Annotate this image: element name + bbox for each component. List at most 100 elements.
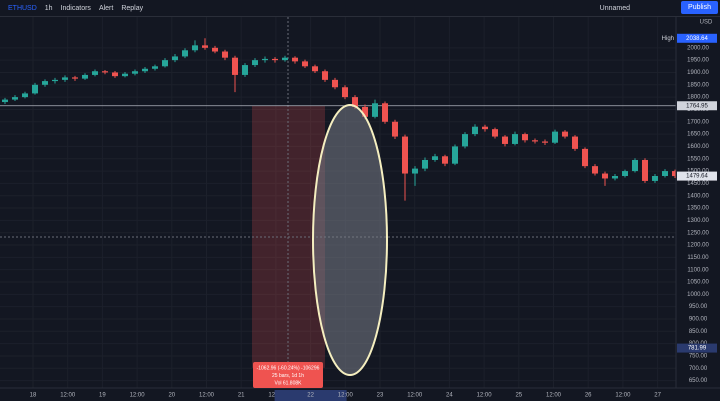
candle-body bbox=[622, 171, 628, 176]
candle-body bbox=[542, 141, 548, 143]
candle-body bbox=[32, 84, 38, 94]
candle-body bbox=[282, 57, 288, 61]
x-tick-label: 24 bbox=[446, 393, 453, 399]
y-tick-label: 1600.00 bbox=[687, 144, 709, 150]
currency: USD bbox=[700, 20, 713, 26]
candle-body bbox=[582, 148, 588, 167]
publish-button[interactable]: Publish bbox=[681, 1, 718, 14]
candle-body bbox=[132, 71, 138, 74]
chart: USD 650.00700.00750.00800.00850.00900.00… bbox=[0, 17, 720, 401]
y-tick-label: 2000.00 bbox=[687, 45, 709, 51]
candle-body bbox=[672, 171, 678, 177]
candle-body bbox=[472, 126, 478, 135]
high-box bbox=[677, 33, 717, 43]
y-tick-label: 1700.00 bbox=[687, 119, 709, 125]
y-tick-label: 1950.00 bbox=[687, 58, 709, 64]
y-tick-label: 750.00 bbox=[689, 354, 708, 360]
line-price-label: 1764.95 bbox=[686, 103, 708, 109]
candle-body bbox=[192, 45, 198, 51]
x-tick-label: 12:00 bbox=[546, 393, 562, 399]
candle-body bbox=[212, 47, 218, 52]
candle-body bbox=[372, 103, 378, 117]
candle-body bbox=[492, 129, 498, 137]
candle-body bbox=[242, 65, 248, 75]
candle-body bbox=[632, 159, 638, 172]
candle-body bbox=[52, 79, 58, 82]
candle-body bbox=[662, 171, 668, 176]
y-tick-label: 1400.00 bbox=[687, 193, 709, 199]
layout-name[interactable]: Unnamed bbox=[599, 4, 630, 12]
candle-body bbox=[2, 99, 8, 103]
x-tick-label: 20 bbox=[168, 393, 175, 399]
x-tick-label: 12:00 bbox=[130, 393, 146, 399]
highlight-ellipse bbox=[312, 104, 388, 376]
last-price-box bbox=[677, 171, 717, 181]
candle-body bbox=[102, 71, 108, 73]
candle-body bbox=[642, 159, 648, 181]
y-tick-label: 1000.00 bbox=[687, 292, 709, 298]
crosshair-price-box bbox=[677, 343, 717, 353]
y-tick-label: 1300.00 bbox=[687, 218, 709, 224]
alert[interactable]: Alert bbox=[98, 4, 114, 12]
measure-label: -1062.96 (-60.24%) -106296 bbox=[257, 365, 320, 371]
replay[interactable]: Replay bbox=[121, 4, 144, 12]
candle-body bbox=[252, 60, 258, 66]
candle-body bbox=[362, 106, 368, 117]
measure-label: 25 bars, 1d 1h bbox=[272, 373, 304, 379]
y-tick-label: 1550.00 bbox=[687, 156, 709, 162]
candle-body bbox=[42, 81, 48, 85]
candle-body bbox=[422, 159, 428, 169]
y-tick-label: 950.00 bbox=[689, 304, 708, 310]
x-tick-label: 12:00 bbox=[615, 393, 631, 399]
candle-body bbox=[332, 79, 338, 88]
indicators[interactable]: Indicators bbox=[60, 4, 91, 12]
plot bbox=[0, 17, 678, 388]
x-tick-label: 22 bbox=[307, 393, 314, 399]
last-price-label: 1479.64 bbox=[686, 174, 708, 180]
candle-body bbox=[612, 176, 618, 179]
measure-label: Vol 61.808K bbox=[275, 380, 303, 386]
high-label: 2038.64 bbox=[686, 36, 708, 42]
candle-body bbox=[402, 136, 408, 174]
candle-body bbox=[482, 126, 488, 130]
y-tick-label: 1100.00 bbox=[687, 267, 709, 273]
candle-body bbox=[522, 134, 528, 141]
x-tick-label: 18 bbox=[30, 393, 37, 399]
candle-body bbox=[152, 66, 158, 69]
x-tick-label: 27 bbox=[654, 393, 661, 399]
y-tick-label: 1450.00 bbox=[687, 181, 709, 187]
candle-body bbox=[112, 72, 118, 77]
candle-body bbox=[302, 61, 308, 67]
candle-body bbox=[222, 51, 228, 58]
x-tick-label: 19 bbox=[99, 393, 106, 399]
candle-body bbox=[562, 131, 568, 137]
candle-body bbox=[92, 71, 98, 75]
candle-body bbox=[312, 66, 318, 72]
candle-body bbox=[122, 73, 128, 77]
symbol[interactable]: ETHUSD bbox=[8, 4, 37, 12]
line-price-box bbox=[677, 101, 717, 111]
candle-body bbox=[412, 168, 418, 174]
candle-body bbox=[22, 93, 28, 98]
candle-body bbox=[592, 166, 598, 174]
x-tick-label: 25 bbox=[515, 393, 522, 399]
candle-body bbox=[182, 50, 188, 57]
interval[interactable]: 1h bbox=[44, 4, 53, 12]
candle-body bbox=[62, 77, 68, 80]
y-tick-label: 1650.00 bbox=[687, 132, 709, 138]
y-tick-label: 700.00 bbox=[689, 366, 708, 372]
candle-body bbox=[142, 68, 148, 72]
x-tick-label: 12:00 bbox=[338, 393, 354, 399]
candle-body bbox=[292, 57, 298, 62]
y-tick-label: 1350.00 bbox=[687, 206, 709, 212]
y-tick-label: 1250.00 bbox=[687, 230, 709, 236]
candle-body bbox=[432, 156, 438, 160]
candle-body bbox=[162, 60, 168, 67]
high-caption: High bbox=[662, 36, 674, 42]
x-tick-label: 26 bbox=[585, 393, 592, 399]
candle-body bbox=[502, 136, 508, 144]
candle-body bbox=[82, 74, 88, 79]
candle-body bbox=[532, 140, 538, 142]
y-tick-label: 1900.00 bbox=[687, 70, 709, 76]
